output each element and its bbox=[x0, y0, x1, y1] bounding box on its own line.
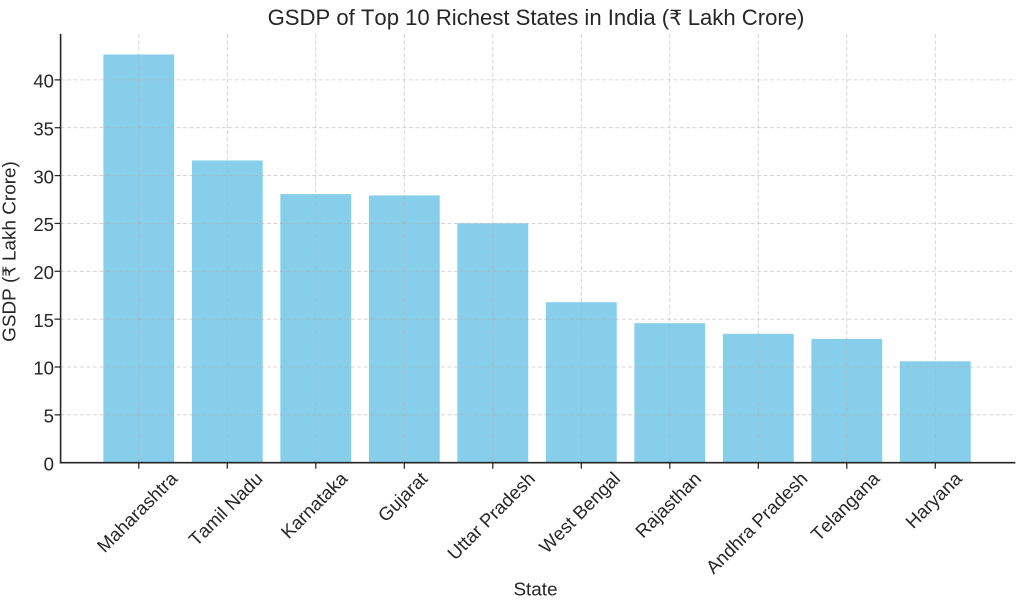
svg-text:State: State bbox=[513, 579, 557, 600]
svg-text:5: 5 bbox=[44, 406, 54, 427]
svg-text:GSDP (: GSDP ( bbox=[0, 276, 21, 342]
svg-text:Lakh Crore): Lakh Crore) bbox=[0, 161, 21, 261]
svg-text:25: 25 bbox=[33, 214, 54, 235]
svg-text:10: 10 bbox=[33, 358, 54, 379]
svg-text:35: 35 bbox=[33, 118, 54, 139]
svg-text:0: 0 bbox=[44, 453, 54, 474]
svg-text:GSDP of Top 10 Richest States: GSDP of Top 10 Richest States in India ( bbox=[268, 5, 670, 30]
svg-text:15: 15 bbox=[33, 310, 54, 331]
svg-text:30: 30 bbox=[33, 166, 54, 187]
svg-text:40: 40 bbox=[33, 71, 54, 92]
svg-text:20: 20 bbox=[33, 262, 54, 283]
svg-text:Lakh Crore): Lakh Crore) bbox=[688, 5, 805, 30]
